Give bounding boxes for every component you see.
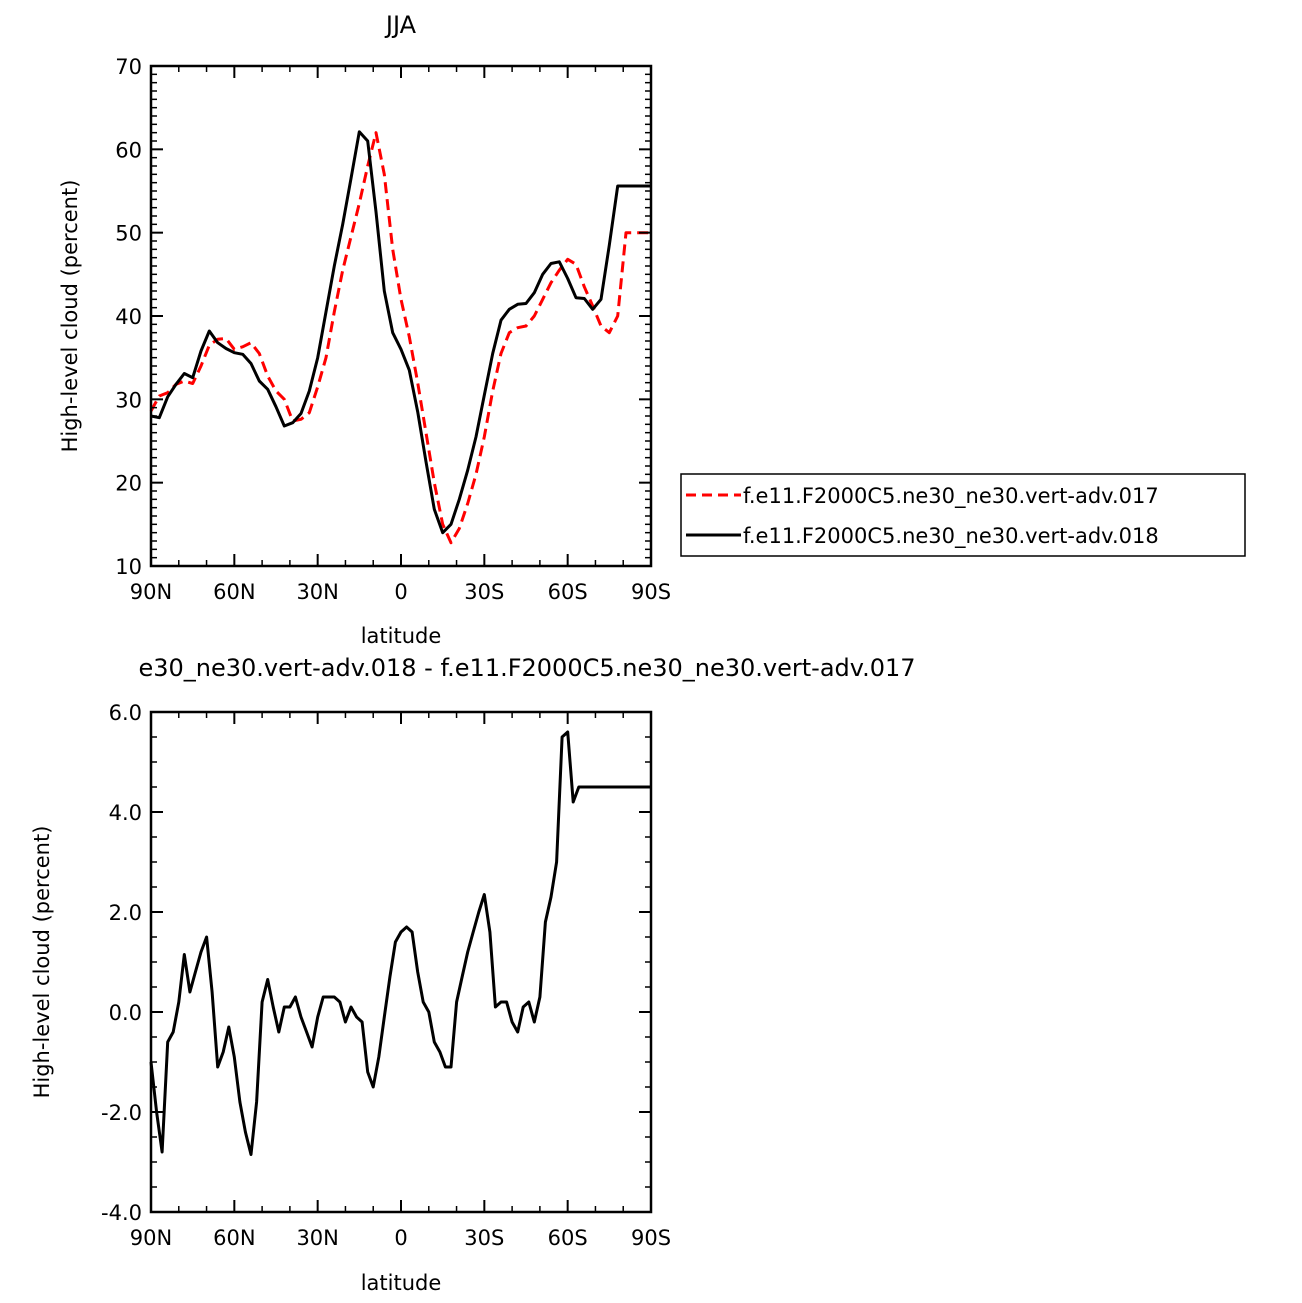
top-ticks: 90N 60N 30N 0 30S 60S 90S 10 20 30 40 50 60 70	[115, 55, 671, 604]
bottom-y-tick-label: -2.0	[101, 1101, 142, 1125]
top-x-tick-label: 0	[394, 580, 407, 604]
bottom-x-tick-label: 60S	[548, 1226, 588, 1250]
bottom-x-tick-label: 60N	[213, 1226, 255, 1250]
bottom-ticks: 90N 60N 30N 0 30S 60S 90S -4.0 -2.0 0.0 2.0 4.0 6.0	[101, 701, 671, 1250]
top-y-tick-label: 40	[115, 305, 142, 329]
top-x-tick-label: 90N	[130, 580, 172, 604]
top-y-tick-label: 50	[115, 222, 142, 246]
bottom-y-tick-label: 6.0	[109, 701, 142, 725]
bottom-x-axis-label: latitude	[361, 1271, 442, 1295]
bottom-series-line-0	[149, 730, 651, 1156]
top-chart-title: JJA	[384, 11, 417, 39]
legend: f.e11.F2000C5.ne30_ne30.vert-adv.017 f.e…	[680, 473, 1246, 557]
top-y-tick-label: 30	[115, 388, 142, 412]
bottom-y-tick-label: 0.0	[109, 1001, 142, 1025]
top-x-tick-label: 30N	[296, 580, 338, 604]
top-y-tick-label: 20	[115, 472, 142, 496]
bottom-x-tick-label: 30S	[464, 1226, 504, 1250]
top-x-tick-label: 90S	[631, 580, 671, 604]
top-x-tick-label: 30S	[464, 580, 504, 604]
top-x-axis-label: latitude	[361, 624, 442, 648]
top-panel: JJA 90N 60N 30N 0 30S 60S 90S 10 20 30 40 50 60 70 la…	[58, 11, 1246, 648]
bottom-y-tick-label: 4.0	[109, 801, 142, 825]
bottom-y-tick-label: 2.0	[109, 901, 142, 925]
top-x-tick-label: 60S	[548, 580, 588, 604]
top-series-layer	[149, 130, 651, 545]
legend-label-017: f.e11.F2000C5.ne30_ne30.vert-adv.017	[743, 484, 1159, 509]
bottom-x-tick-label: 90S	[631, 1226, 671, 1250]
top-y-tick-label: 10	[115, 555, 142, 579]
legend-box	[680, 473, 1246, 557]
top-series-line-0	[149, 131, 651, 545]
legend-label-018: f.e11.F2000C5.ne30_ne30.vert-adv.018	[743, 524, 1159, 549]
bottom-plot-frame	[149, 710, 653, 1214]
bottom-chart-title: e30_ne30.vert-adv.018 - f.e11.F2000C5.ne…	[138, 654, 915, 682]
top-y-axis-label: High-level cloud (percent)	[58, 180, 82, 453]
bottom-x-tick-label: 30N	[296, 1226, 338, 1250]
bottom-panel: e30_ne30.vert-adv.018 - f.e11.F2000C5.ne…	[30, 654, 916, 1295]
bottom-y-tick-label: -4.0	[101, 1201, 142, 1225]
top-series-line-1	[150, 130, 651, 535]
bottom-y-axis-label: High-level cloud (percent)	[30, 826, 54, 1099]
top-plot-frame	[149, 64, 653, 568]
top-x-tick-label: 60N	[213, 580, 255, 604]
bottom-x-tick-label: 90N	[130, 1226, 172, 1250]
top-y-tick-label: 70	[115, 55, 142, 79]
top-y-tick-label: 60	[115, 138, 142, 162]
bottom-series-layer	[149, 730, 651, 1156]
bottom-x-tick-label: 0	[394, 1226, 407, 1250]
